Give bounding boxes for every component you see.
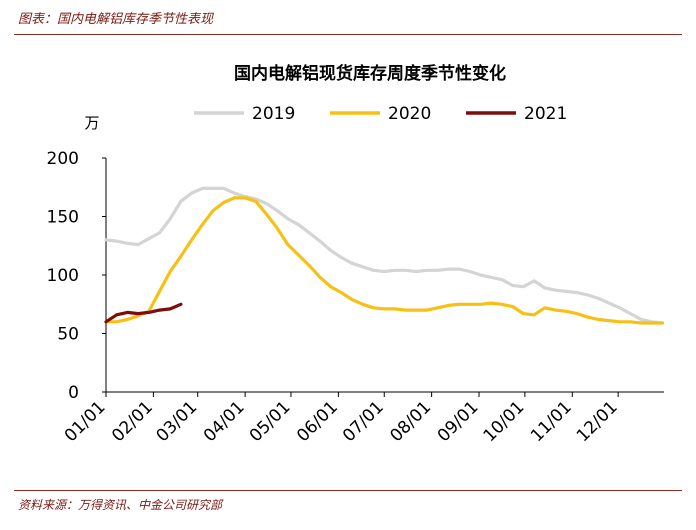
x-tick-label: 04/01 xyxy=(200,397,249,446)
x-tick-label: 09/01 xyxy=(434,397,483,446)
y-tick-label: 150 xyxy=(47,208,79,228)
y-tick-label: 100 xyxy=(47,266,79,286)
legend: 2019 2020 2021 xyxy=(194,104,567,124)
x-tick-label: 03/01 xyxy=(152,397,201,446)
series-line-2021 xyxy=(104,302,183,324)
footer-rule xyxy=(14,490,682,491)
x-tick-label: 02/01 xyxy=(108,397,157,446)
x-tick-label: 05/01 xyxy=(246,397,295,446)
header-rule xyxy=(14,34,682,35)
series-line-2020 xyxy=(104,196,665,325)
y-tick-label: 50 xyxy=(57,325,79,345)
chart-title: 国内电解铝现货库存周度季节性变化 xyxy=(234,63,506,84)
figure-caption: 图表：国内电解铝库存季节性表现 xyxy=(18,12,214,27)
x-tick-label: 11/01 xyxy=(527,397,576,446)
series-line-2019 xyxy=(104,186,665,325)
y-tick-label: 0 xyxy=(68,383,79,403)
source-note: 资料来源：万得资讯、中金公司研究部 xyxy=(18,498,223,512)
x-tick-label: 12/01 xyxy=(573,397,622,446)
series-layer xyxy=(104,186,665,325)
x-tick-label: 01/01 xyxy=(61,397,110,446)
x-tick-label: 08/01 xyxy=(386,397,435,446)
x-tick-label: 07/01 xyxy=(339,397,388,446)
legend-label-2020: 2020 xyxy=(388,104,431,124)
x-tick-label: 10/01 xyxy=(480,397,529,446)
axes: 0 50 100 150 200 01/0102/0103/0104/0105/0106/… xyxy=(47,149,664,446)
x-tick-label: 06/01 xyxy=(293,397,342,446)
legend-label-2019: 2019 xyxy=(252,104,295,124)
y-unit-label: 万 xyxy=(84,114,99,132)
y-tick-label: 200 xyxy=(47,149,79,169)
legend-label-2021: 2021 xyxy=(524,104,567,124)
